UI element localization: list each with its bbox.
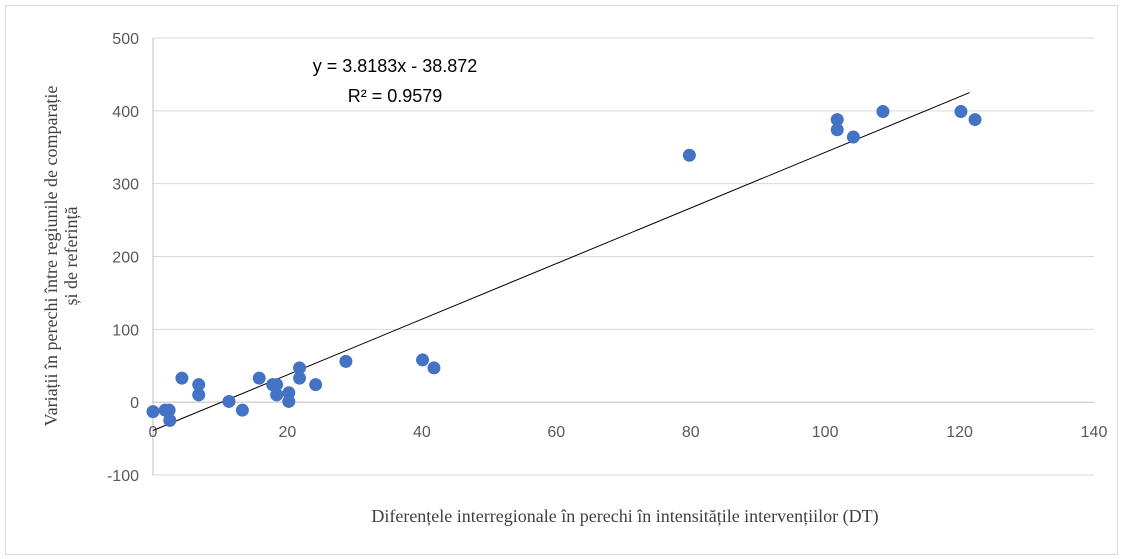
data-point [235,403,249,417]
data-point [252,371,266,385]
data-point [293,371,307,385]
data-point [270,378,284,392]
data-point [876,105,890,119]
data-point [192,388,206,402]
data-point [192,378,206,392]
y-tick-labels: -100 0 100 200 300 400 500 [107,31,139,485]
data-point [293,361,307,375]
x-tick-label: 100 [812,424,839,441]
data-point [162,403,176,417]
x-axis-title: Diferențele interregionale în perechi în… [371,506,878,527]
y-tick-label: -100 [107,468,139,485]
data-point [830,123,844,137]
gridlines [153,37,1094,476]
data-point [222,394,236,408]
x-tick-label: 80 [682,424,700,441]
data-point [954,105,968,119]
y-tick-label: 400 [112,104,139,121]
data-point [427,361,441,375]
trendline-equation: y = 3.8183x - 38.872 [313,56,478,76]
x-tick-label: 40 [413,424,431,441]
data-point [175,371,189,385]
y-axis-title-line1: Variații în perechi între regiunile de c… [41,86,61,427]
trendline-group [152,92,970,431]
data-point [416,353,430,367]
y-tick-label: 100 [112,322,139,339]
y-tick-label: 200 [112,250,139,267]
data-point [163,413,177,427]
data-point [968,113,982,127]
data-point [282,394,296,408]
trendline [152,92,970,431]
data-point [270,388,284,402]
x-tick-label: 140 [1081,424,1108,441]
x-tick-label: 20 [279,424,297,441]
data-point [846,130,860,144]
x-tick-label: 120 [946,424,973,441]
y-tick-label: 0 [130,395,139,412]
y-axis-title-line2: și de referință [61,207,81,306]
x-tick-labels: 0 20 40 60 80 100 120 140 [149,424,1108,441]
axes [152,38,1094,475]
data-point [146,405,160,419]
data-point [682,148,696,162]
data-point [339,354,353,368]
data-point [309,378,323,392]
x-tick-label: 0 [149,424,158,441]
chart-frame [5,5,1118,555]
x-tick-label: 60 [547,424,565,441]
data-points [146,105,982,427]
y-tick-label: 500 [112,31,139,48]
trendline-r-squared: R² = 0.9579 [348,86,443,106]
y-tick-label: 300 [112,177,139,194]
data-point [830,113,844,127]
